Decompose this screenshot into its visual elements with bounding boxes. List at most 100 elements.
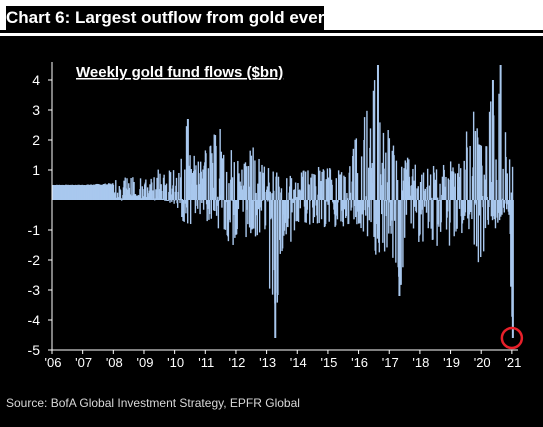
flow-bar xyxy=(475,200,478,247)
highlight-circle xyxy=(500,326,524,350)
flow-bar xyxy=(388,200,390,234)
x-tick-label: '13 xyxy=(259,355,276,370)
flow-bar xyxy=(371,163,373,200)
flow-bar xyxy=(324,200,327,224)
flow-bar xyxy=(323,170,325,200)
flow-bar xyxy=(396,180,399,200)
flow-bar xyxy=(270,200,273,218)
flow-bar xyxy=(380,185,382,200)
x-tick-label: '20 xyxy=(474,355,491,370)
flow-bar xyxy=(401,166,403,200)
flow-bar xyxy=(263,166,266,200)
flow-bar xyxy=(116,192,119,200)
flow-bar xyxy=(308,184,310,200)
flow-bar xyxy=(379,122,381,200)
flow-bar xyxy=(344,176,346,200)
flow-bar xyxy=(452,171,455,200)
flow-bar xyxy=(449,200,451,223)
flow-bar xyxy=(485,146,488,200)
flow-bar xyxy=(499,65,502,200)
flow-bar xyxy=(356,200,358,225)
x-tick-label: '16 xyxy=(351,355,368,370)
flow-bar xyxy=(347,200,350,224)
flow-bar xyxy=(184,169,186,200)
flow-bar xyxy=(388,138,391,200)
flow-bar xyxy=(419,182,422,200)
flow-bar xyxy=(511,166,514,200)
flow-bar xyxy=(314,186,317,200)
flow-bar xyxy=(440,200,442,223)
x-tick-label: '10 xyxy=(167,355,184,370)
flow-bar xyxy=(280,188,283,200)
flow-bar xyxy=(169,200,171,203)
flow-bar xyxy=(375,200,377,255)
flow-bar xyxy=(326,200,328,202)
chart-subtitle: Weekly gold fund flows ($bn) xyxy=(76,64,283,81)
flow-bar xyxy=(213,134,215,200)
y-tick-label: -2 xyxy=(28,252,41,268)
flow-bar xyxy=(271,193,273,200)
flow-bar xyxy=(417,186,419,200)
flow-bar xyxy=(426,168,429,200)
flow-bar xyxy=(214,200,216,211)
flow-bar xyxy=(490,200,493,217)
flow-bar xyxy=(316,200,319,224)
flow-bar xyxy=(261,164,263,200)
flow-bar xyxy=(455,200,457,232)
flow-bar xyxy=(343,200,346,210)
flow-bar xyxy=(217,200,220,229)
flow-bar xyxy=(343,175,345,200)
flow-bar xyxy=(336,200,339,220)
flow-bar xyxy=(425,200,428,213)
flow-bar xyxy=(220,151,223,200)
flow-bar xyxy=(422,172,425,200)
flow-bar xyxy=(378,200,381,253)
flow-bar xyxy=(436,200,438,246)
flow-bar xyxy=(202,200,205,210)
flow-bar xyxy=(329,169,332,200)
flow-bar xyxy=(257,200,260,210)
flow-bar xyxy=(124,177,126,200)
flow-bar xyxy=(290,200,292,242)
flow-bar xyxy=(294,182,297,200)
flow-bar xyxy=(172,170,175,200)
flow-bar xyxy=(355,138,358,200)
flow-bar xyxy=(210,145,212,200)
chart-title: Chart 6: Largest outflow from gold ever xyxy=(6,6,325,30)
y-tick-label: -5 xyxy=(28,342,41,358)
flow-bar xyxy=(373,80,376,200)
flow-bar xyxy=(253,200,255,229)
flow-bar xyxy=(306,200,309,210)
x-tick-label: '09 xyxy=(136,355,153,370)
flow-bar xyxy=(227,200,230,242)
flow-bar xyxy=(448,200,451,246)
flow-bar xyxy=(479,144,481,200)
flow-bar xyxy=(199,200,201,215)
flow-bar xyxy=(412,200,415,229)
flow-bar xyxy=(149,184,151,200)
flow-bar xyxy=(350,200,353,208)
flow-bar xyxy=(443,169,445,200)
flow-bar xyxy=(486,196,488,200)
flow-bar xyxy=(458,200,461,209)
flow-bar xyxy=(506,173,508,200)
flow-bar xyxy=(178,172,180,200)
flow-bar xyxy=(207,168,210,200)
flow-bar xyxy=(493,200,495,220)
flow-bar xyxy=(490,101,492,200)
flow-bar xyxy=(415,200,418,213)
flow-bar xyxy=(194,200,197,214)
flow-bar xyxy=(387,130,389,200)
flow-bar xyxy=(432,200,434,240)
flow-bar xyxy=(252,147,254,200)
flow-bar xyxy=(497,200,500,213)
flow-bar xyxy=(382,200,384,243)
flow-bar xyxy=(395,200,397,263)
flow-bar xyxy=(259,171,261,200)
flow-bar xyxy=(370,200,372,223)
flow-bar xyxy=(208,200,211,215)
flow-bar xyxy=(488,200,490,207)
flow-bar xyxy=(255,192,257,200)
flow-bar xyxy=(391,150,393,200)
flow-bar xyxy=(454,173,457,200)
